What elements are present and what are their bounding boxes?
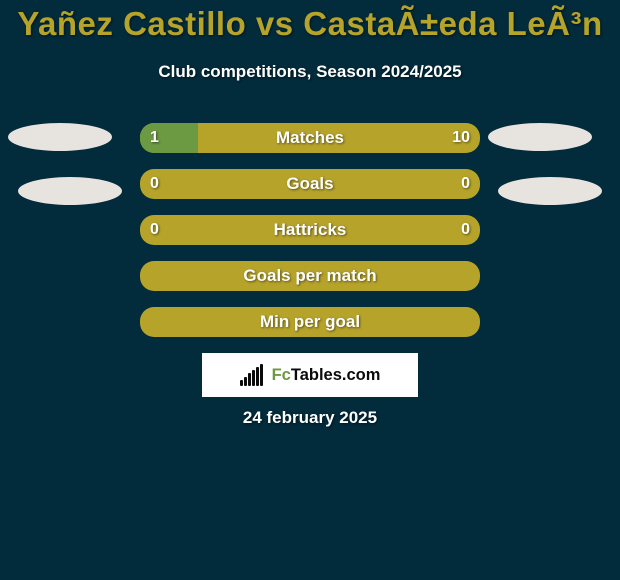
stat-bar: Goals per match [140, 261, 480, 291]
stat-bar-value-right: 10 [452, 123, 470, 153]
right-avatar [498, 177, 602, 205]
brand-rest: Tables.com [291, 366, 381, 384]
stat-bar-label: Matches [140, 123, 480, 153]
stat-bar-label: Goals [140, 169, 480, 199]
stat-bar: Hattricks0 0 [140, 215, 480, 245]
stat-bar-label: Hattricks [140, 215, 480, 245]
stat-bar: Min per goal [140, 307, 480, 337]
stat-bar-value-right: 0 [461, 169, 470, 199]
brand-text: FcTables.com [272, 366, 381, 385]
stat-bar: Matches1 10 [140, 123, 480, 153]
stat-bar-value-left: 0 [150, 215, 159, 245]
stat-bar-label: Min per goal [140, 307, 480, 337]
left-avatar [8, 123, 112, 151]
bar-chart-icon [240, 364, 266, 386]
stat-bar-value-left: 1 [150, 123, 159, 153]
page-title: Yañez Castillo vs CastaÃ±eda LeÃ³n [0, 5, 620, 43]
subtitle: Club competitions, Season 2024/2025 [0, 62, 620, 82]
left-avatar [18, 177, 122, 205]
stat-bar-value-left: 0 [150, 169, 159, 199]
brand-prefix: Fc [272, 366, 291, 384]
stat-bar: Goals0 0 [140, 169, 480, 199]
date-line: 24 february 2025 [0, 408, 620, 428]
stat-bar-value-right: 0 [461, 215, 470, 245]
stat-bar-label: Goals per match [140, 261, 480, 291]
brand-logo: FcTables.com [202, 353, 418, 397]
right-avatar [488, 123, 592, 151]
